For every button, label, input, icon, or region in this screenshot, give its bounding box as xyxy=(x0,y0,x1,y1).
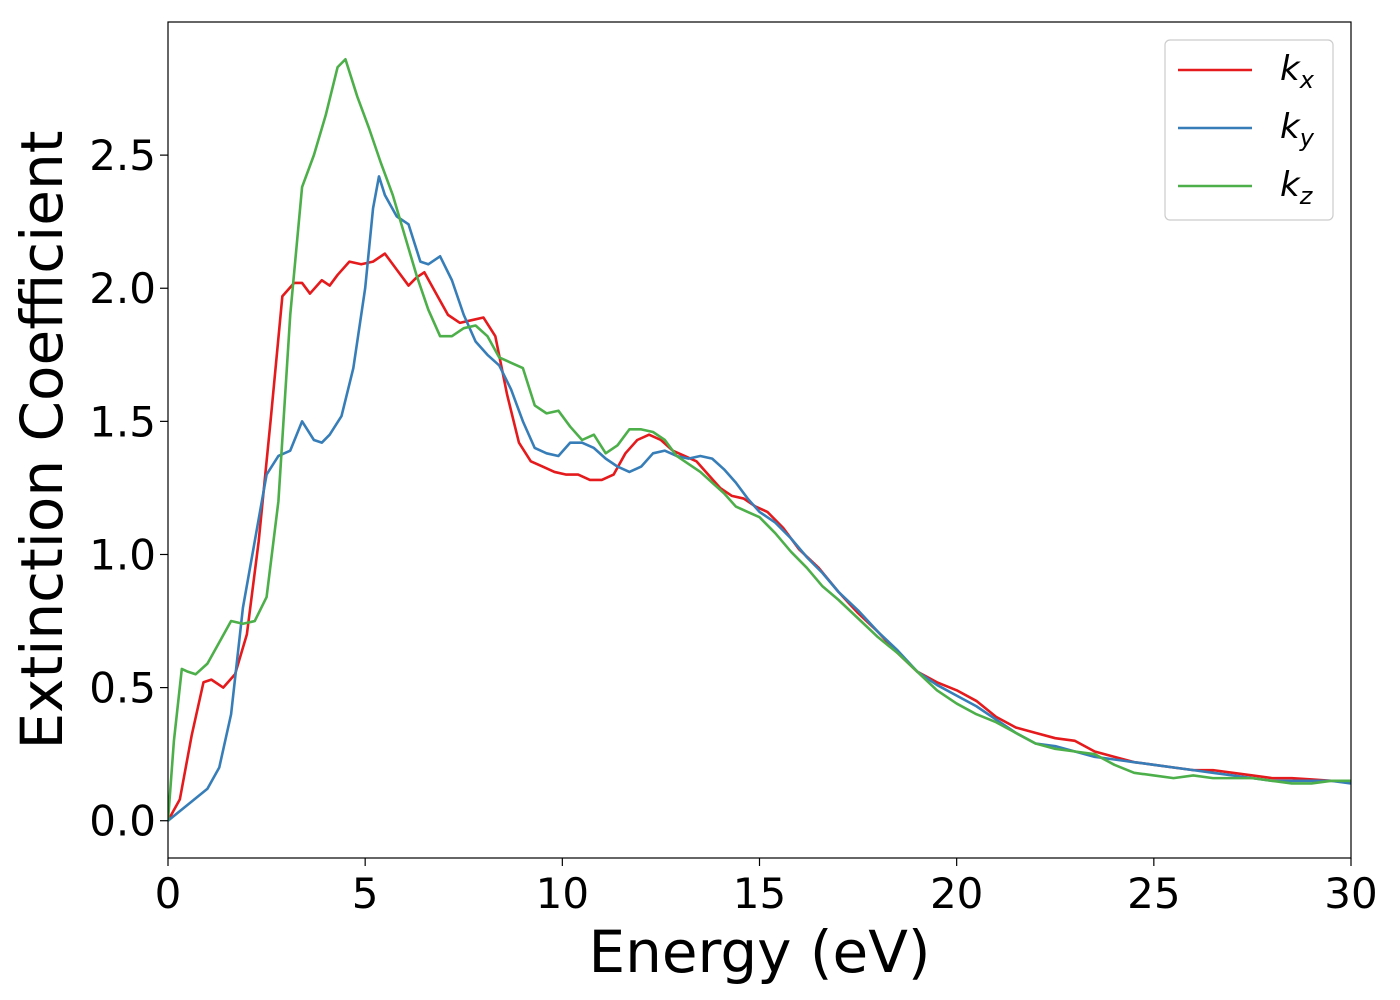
y-tick-label: 2.0 xyxy=(89,264,156,313)
series-layer xyxy=(168,57,1351,822)
y-tick-label: 0.5 xyxy=(89,664,156,713)
legend: kx ky kz xyxy=(1164,39,1334,221)
series-line-kx xyxy=(168,252,1351,822)
x-tick-label: 30 xyxy=(1324,869,1377,918)
legend-box xyxy=(1164,39,1334,221)
y-tick-label: 0.0 xyxy=(89,797,156,846)
series-line-ky xyxy=(168,175,1351,822)
y-tick-label: 1.0 xyxy=(89,530,156,579)
x-axis: 0 5 10 15 20 25 30 xyxy=(155,858,1378,918)
x-tick-label: 20 xyxy=(930,869,983,918)
series-line-kz xyxy=(168,57,1351,821)
x-tick-label: 0 xyxy=(155,869,182,918)
x-tick-label: 25 xyxy=(1127,869,1180,918)
x-tick-label: 15 xyxy=(733,869,786,918)
legend-label: kx xyxy=(1280,49,1315,94)
x-tick-label: 5 xyxy=(352,869,379,918)
y-tick-label: 2.5 xyxy=(89,131,156,180)
y-axis: 0.0 0.5 1.0 1.5 2.0 2.5 xyxy=(89,131,168,846)
legend-label: kz xyxy=(1280,165,1314,210)
x-axis-title: Energy (eV) xyxy=(588,918,930,986)
y-tick-label: 1.5 xyxy=(89,397,156,446)
legend-label: ky xyxy=(1280,107,1315,152)
x-tick-label: 10 xyxy=(536,869,589,918)
y-axis-title: Extinction Coefficient xyxy=(8,131,76,750)
